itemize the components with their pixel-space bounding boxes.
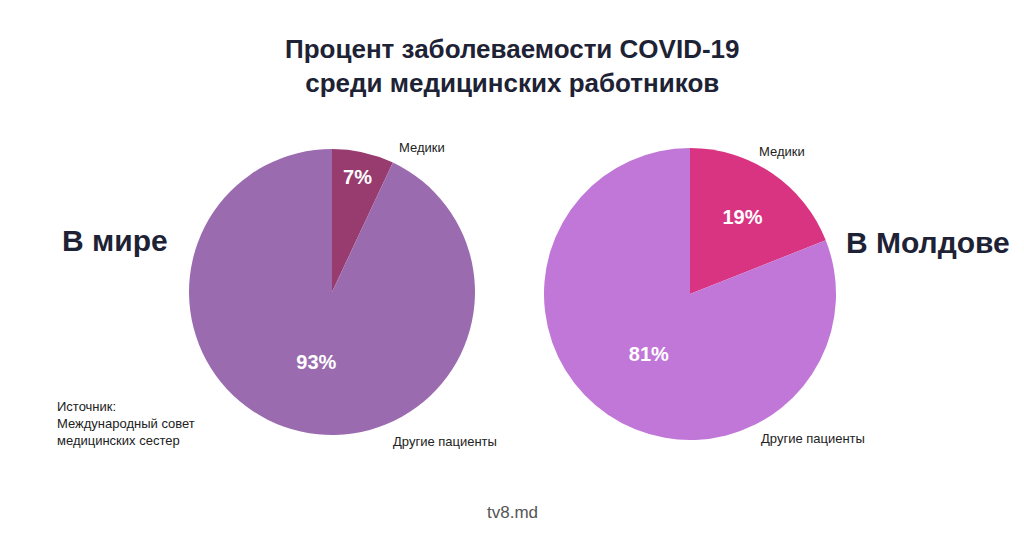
svg-text:В мире: В мире <box>62 224 168 257</box>
svg-text:19%: 19% <box>722 206 762 228</box>
svg-text:Процент заболеваемости COVID-1: Процент заболеваемости COVID-19среди мед… <box>285 34 740 98</box>
svg-text:7%: 7% <box>343 166 372 188</box>
svg-text:93%: 93% <box>296 351 336 373</box>
svg-text:Медики: Медики <box>759 144 805 159</box>
svg-text:Другие пациенты: Другие пациенты <box>761 431 865 446</box>
svg-text:tv8.md: tv8.md <box>487 503 538 522</box>
svg-text:81%: 81% <box>629 343 669 365</box>
svg-text:Источник:Международный советме: Источник:Международный советмедицинских … <box>57 399 195 448</box>
svg-text:Медики: Медики <box>399 140 445 155</box>
svg-text:Другие пациенты: Другие пациенты <box>393 434 497 449</box>
svg-text:В Молдове: В Молдове <box>846 226 1010 259</box>
